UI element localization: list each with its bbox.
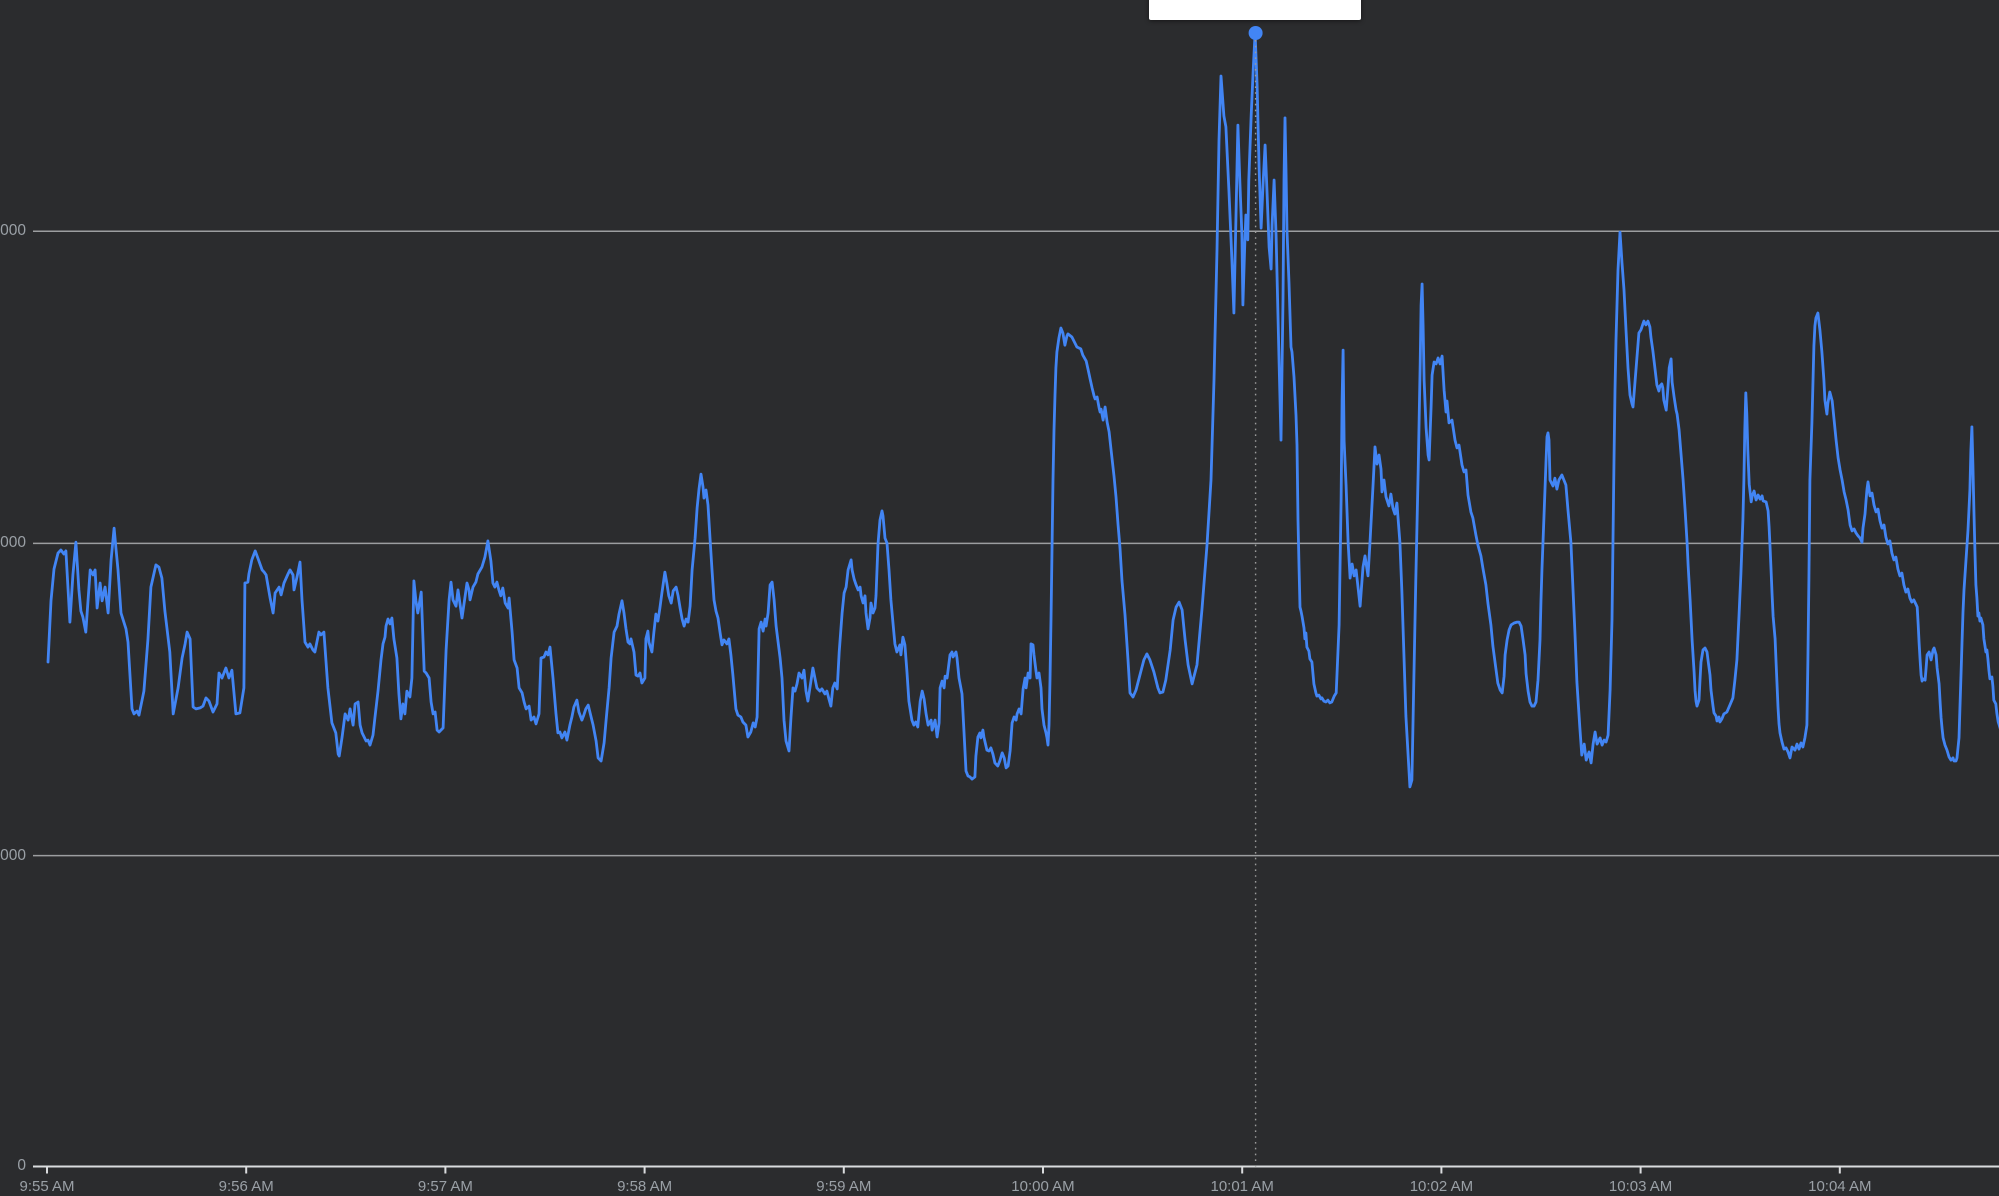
x-axis-label: 9:59 AM	[816, 1178, 872, 1195]
x-axis-ticks	[46, 1166, 1841, 1174]
hover-point-marker	[1248, 26, 1263, 40]
x-axis-label: 10:04 AM	[1808, 1178, 1872, 1195]
x-axis-label: 10:00 AM	[1011, 1178, 1075, 1195]
x-axis-label: 9:58 AM	[617, 1178, 673, 1195]
x-axis-label: 9:55 AM	[19, 1178, 75, 1195]
x-axis-label: 10:03 AM	[1608, 1178, 1673, 1195]
y-gridlines	[33, 230, 1999, 857]
y-axis-label: 2,000	[0, 534, 26, 552]
x-axis-label: 9:56 AM	[218, 1178, 274, 1195]
x-axis-label: 10:02 AM	[1409, 1178, 1474, 1195]
y-axis-label: 3,000	[0, 222, 26, 240]
y-axis-label-zero: 0	[17, 1156, 26, 1174]
x-axis-label: 10:01 AM	[1210, 1178, 1274, 1195]
x-axis-label: 9:57 AM	[417, 1178, 473, 1195]
tooltip	[1149, 0, 1361, 20]
series-line	[46, 31, 1999, 789]
y-axis-label: 1,000	[0, 846, 26, 864]
